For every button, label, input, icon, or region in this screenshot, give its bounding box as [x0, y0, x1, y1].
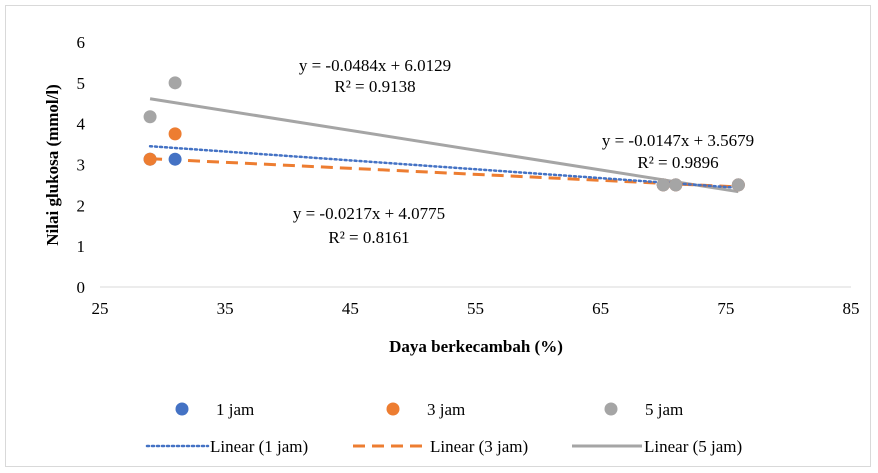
legend-trend-label-3-jam: Linear (3 jam): [430, 437, 528, 456]
trendline-1-jam: [148, 144, 740, 190]
legend-trend-label-5-jam: Linear (5 jam): [644, 437, 742, 456]
x-tick-label: 85: [843, 299, 860, 318]
equation-1-jam: y = -0.0217x + 4.0775: [293, 204, 445, 223]
equation-labels: y = -0.0484x + 6.0129 R² = 0.9138 y = -0…: [293, 56, 754, 247]
x-tick-label: 55: [467, 299, 484, 318]
point-5-jam: [656, 178, 670, 192]
y-tick-label: 6: [77, 33, 86, 52]
trendlines: [148, 97, 740, 194]
r2-5-jam: R² = 0.9138: [334, 77, 415, 96]
y-tick-label: 0: [77, 278, 86, 297]
legend-label-1-jam: 1 jam: [216, 400, 254, 419]
equation-3-jam: y = -0.0147x + 3.5679: [602, 131, 754, 150]
x-tick-label: 25: [92, 299, 109, 318]
y-tick-label: 1: [77, 237, 86, 256]
legend: 1 jam 3 jam 5 jam Linear (1 jam) Linear (3 j…: [145, 400, 742, 456]
point-5-jam: [669, 178, 683, 192]
x-tick-label: 75: [717, 299, 734, 318]
x-tick-label: 65: [592, 299, 609, 318]
r2-1-jam: R² = 0.8161: [328, 228, 409, 247]
y-tick-label: 5: [77, 74, 86, 93]
x-axis-title: Daya berkecambah (%): [389, 337, 563, 356]
equation-5-jam: y = -0.0484x + 6.0129: [299, 56, 451, 75]
x-tick-label: 45: [342, 299, 359, 318]
trendline-3-jam: [149, 157, 739, 189]
data-points: [143, 76, 745, 192]
trendline-5-jam: [149, 97, 739, 194]
y-tick-label: 3: [77, 156, 86, 175]
point-3-jam: [143, 152, 157, 166]
legend-label-3-jam: 3 jam: [427, 400, 465, 419]
y-tick-label: 4: [77, 115, 86, 134]
chart-frame: [5, 5, 871, 467]
legend-marker-5-jam: [604, 402, 618, 416]
legend-label-5-jam: 5 jam: [645, 400, 683, 419]
y-axis-title: Nilai glukosa (mmol/l): [43, 84, 62, 246]
r2-3-jam: R² = 0.9896: [637, 153, 718, 172]
legend-marker-3-jam: [386, 402, 400, 416]
legend-marker-1-jam: [175, 402, 189, 416]
point-5-jam: [143, 110, 157, 124]
legend-trend-label-1-jam: Linear (1 jam): [210, 437, 308, 456]
y-tick-label: 2: [77, 196, 86, 215]
x-tick-label: 35: [217, 299, 234, 318]
point-5-jam: [731, 178, 745, 192]
point-1-jam: [168, 152, 182, 166]
point-5-jam: [168, 76, 182, 90]
point-3-jam: [168, 127, 182, 141]
